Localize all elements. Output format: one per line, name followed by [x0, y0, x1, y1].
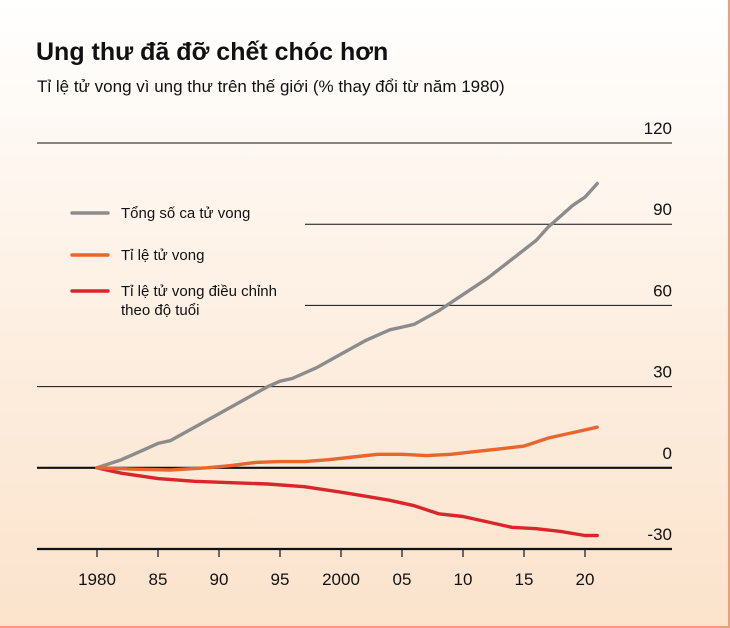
y-tick-label: 30	[653, 363, 672, 382]
x-tick-label: 15	[515, 570, 534, 589]
x-tick-label: 2000	[322, 570, 360, 589]
x-tick-label: 1980	[78, 570, 116, 589]
series-line-2	[95, 425, 599, 472]
series-line-1	[95, 181, 599, 470]
y-tick-label: 120	[644, 119, 672, 138]
y-tick-label: 60	[653, 281, 672, 300]
legend-label-1: Tổng số ca tử vong	[121, 205, 250, 222]
x-tick-label: 90	[210, 570, 229, 589]
legend-label-3: theo độ tuổi	[121, 302, 199, 319]
legend-label-2: Tỉ lệ tử vong	[121, 247, 204, 264]
y-tick-label: 0	[663, 444, 672, 463]
x-tick-label: 10	[454, 570, 473, 589]
y-tick-label: -30	[647, 525, 672, 544]
y-tick-label: 90	[653, 200, 672, 219]
x-tick-label: 20	[576, 570, 595, 589]
series-line-3	[95, 466, 599, 538]
chart-subtitle: Tỉ lệ tử vong vì ung thư trên thế giới (…	[37, 77, 505, 96]
x-tick-label: 05	[393, 570, 412, 589]
x-tick-label: 95	[271, 570, 290, 589]
x-tick-label: 85	[149, 570, 168, 589]
legend-label-3: Tỉ lệ tử vong điều chỉnh	[121, 283, 277, 300]
chart-title: Ung thư đã đỡ chết chóc hơn	[36, 38, 389, 66]
